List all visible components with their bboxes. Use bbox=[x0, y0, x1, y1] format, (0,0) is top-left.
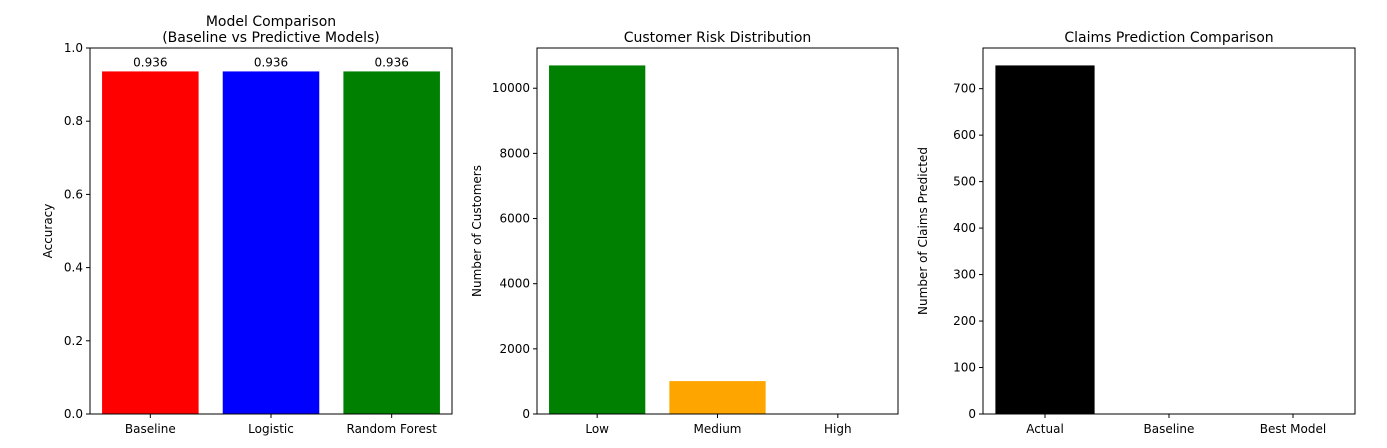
x-tick-label: High bbox=[824, 422, 852, 436]
y-tick-label: 700 bbox=[953, 82, 976, 96]
x-tick-label: Baseline bbox=[125, 422, 176, 436]
x-tick-label: Logistic bbox=[248, 422, 294, 436]
y-tick-label: 4000 bbox=[499, 277, 530, 291]
x-tick-label: Best Model bbox=[1260, 422, 1326, 436]
y-tick-label: 0.6 bbox=[64, 187, 83, 201]
y-tick-label: 6000 bbox=[499, 212, 530, 226]
y-tick-label: 0.8 bbox=[64, 114, 83, 128]
chart-panel-1: 0.936 0.936 0.936 0.0 0.2 0.4 0.6 0.8 1.0 Baselin… bbox=[41, 14, 453, 436]
x-tick-label: Low bbox=[585, 422, 609, 436]
y-axis-label: Number of Claims Predicted bbox=[916, 147, 930, 315]
y-tick-label: 600 bbox=[953, 128, 976, 142]
bar-baseline bbox=[102, 71, 199, 414]
bar-actual bbox=[995, 65, 1095, 414]
bar-low bbox=[549, 65, 646, 414]
bar-logistic bbox=[222, 71, 320, 414]
bar-medium bbox=[669, 381, 766, 414]
y-tick-label: 300 bbox=[953, 268, 976, 282]
chart-title: Claims Prediction Comparison bbox=[1064, 30, 1273, 46]
x-tick-label: Actual bbox=[1026, 422, 1064, 436]
data-label: 0.936 bbox=[254, 55, 288, 69]
y-tick-label: 0 bbox=[522, 407, 530, 421]
x-tick-label: Random Forest bbox=[347, 422, 438, 436]
y-tick-label: 100 bbox=[953, 361, 976, 375]
chart-title: Customer Risk Distribution bbox=[624, 30, 812, 46]
chart-panel-3: 0 100 200 300 400 500 600 700 Actual Baseline Best… bbox=[916, 30, 1356, 436]
y-axis-label: Number of Customers bbox=[470, 165, 484, 297]
y-tick-label: 0.4 bbox=[64, 261, 83, 275]
x-tick-label: Baseline bbox=[1144, 422, 1195, 436]
y-tick-label: 200 bbox=[953, 314, 976, 328]
chart-title: (Baseline vs Predictive Models) bbox=[162, 30, 380, 46]
y-tick-label: 500 bbox=[953, 175, 976, 189]
chart-title: Model Comparison bbox=[206, 14, 336, 30]
y-tick-label: 10000 bbox=[492, 81, 530, 95]
data-label: 0.936 bbox=[374, 55, 408, 69]
y-tick-label: 400 bbox=[953, 221, 976, 235]
y-tick-label: 0.2 bbox=[64, 334, 83, 348]
y-tick-label: 2000 bbox=[499, 342, 530, 356]
y-tick-label: 1.0 bbox=[64, 41, 83, 55]
x-tick-label: Medium bbox=[694, 422, 742, 436]
y-tick-label: 0.0 bbox=[64, 407, 83, 421]
y-axis-label: Accuracy bbox=[41, 204, 55, 259]
chart-panel-2: 0 2000 4000 6000 8000 10000 Low Medium High Numbe… bbox=[470, 30, 899, 436]
y-tick-label: 0 bbox=[968, 407, 976, 421]
bar-random-forest bbox=[343, 71, 440, 414]
y-tick-label: 8000 bbox=[499, 146, 530, 160]
data-label: 0.936 bbox=[133, 55, 167, 69]
